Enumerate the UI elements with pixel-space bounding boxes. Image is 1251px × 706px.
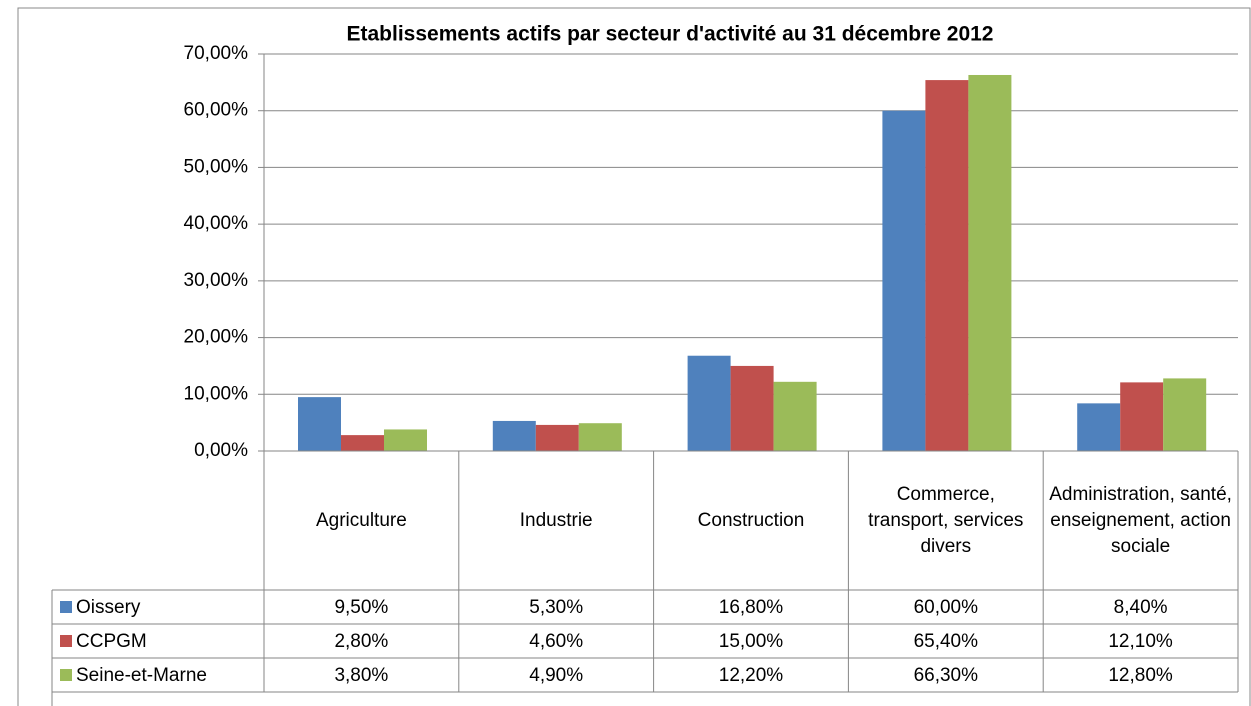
data-table-value: 12,10%: [1108, 631, 1173, 652]
y-tick-label: 30,00%: [184, 270, 249, 291]
bar: [730, 365, 774, 451]
x-tick-label: Construction: [697, 509, 805, 531]
data-table-value: 5,30%: [529, 597, 583, 618]
data-table-value: 66,30%: [914, 665, 979, 686]
legend-swatch: [60, 635, 72, 647]
y-tick-label: 10,00%: [184, 383, 249, 404]
y-tick-label: 70,00%: [184, 43, 249, 64]
data-table-value: 2,80%: [334, 631, 388, 652]
data-table-value: 65,40%: [914, 631, 979, 652]
chart-frame: [17, 7, 1251, 706]
bar: [773, 381, 817, 451]
chart-title: Etablissements actifs par secteur d'acti…: [347, 23, 994, 46]
x-tick-label: Agriculture: [315, 509, 407, 531]
legend-swatch: [60, 669, 72, 681]
legend-swatch: [60, 601, 72, 613]
y-tick-label: 0,00%: [194, 440, 248, 461]
x-tick-label: Industrie: [519, 509, 593, 531]
bar: [882, 110, 926, 451]
bar: [925, 80, 969, 452]
data-table-value: 12,80%: [1108, 665, 1173, 686]
bar: [1120, 382, 1164, 451]
legend-label: Oissery: [76, 597, 141, 618]
bar: [1077, 403, 1121, 451]
data-table-value: 12,20%: [719, 665, 784, 686]
x-tick-label: Commerce, transport, services divers: [868, 483, 1024, 557]
y-tick-label: 40,00%: [184, 213, 249, 234]
bar: [384, 429, 427, 451]
legend-label: CCPGM: [76, 631, 147, 652]
bar: [492, 420, 536, 451]
y-tick-label: 20,00%: [184, 327, 249, 348]
bar: [687, 355, 731, 451]
data-table-value: 4,90%: [529, 665, 583, 686]
y-tick-label: 60,00%: [184, 100, 249, 121]
data-table-value: 9,50%: [334, 597, 388, 618]
bar: [341, 435, 384, 451]
legend-label: Seine-et-Marne: [76, 665, 207, 686]
y-tick-label: 50,00%: [184, 156, 249, 177]
x-tick-label: Administration, santé, enseignement, act…: [1049, 483, 1232, 557]
data-table-value: 3,80%: [334, 665, 388, 686]
bar: [578, 423, 622, 451]
bar: [1163, 378, 1207, 451]
data-table-value: 16,80%: [719, 597, 784, 618]
bar: [298, 397, 341, 451]
data-table-value: 60,00%: [914, 597, 979, 618]
data-table-value: 4,60%: [529, 631, 583, 652]
bar: [535, 424, 579, 451]
data-table-value: 15,00%: [719, 631, 784, 652]
bar: [968, 74, 1012, 451]
data-table-value: 8,40%: [1114, 597, 1168, 618]
